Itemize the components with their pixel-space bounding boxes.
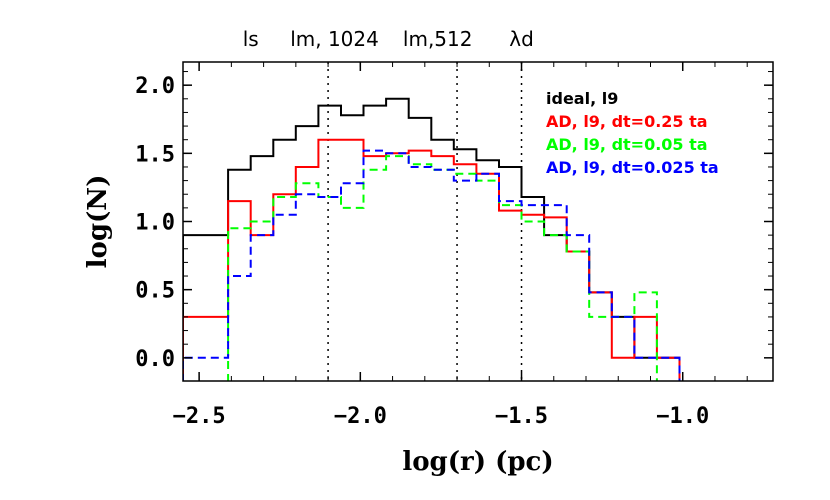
series-line-3 bbox=[183, 149, 681, 382]
legend-entry: AD, l9, dt=0.05 ta bbox=[546, 135, 708, 154]
legend-entry: ideal, l9 bbox=[546, 89, 618, 108]
top-labels: ls lm, 1024 lm,512 λd bbox=[243, 27, 534, 51]
top-label: lm,512 bbox=[403, 27, 473, 51]
y-tick-label: 1.0 bbox=[135, 211, 175, 236]
y-axis-title: log(N) bbox=[83, 175, 113, 269]
series-layer bbox=[183, 97, 681, 382]
y-tick-label: 0.0 bbox=[135, 347, 175, 372]
x-tick-label: −1.0 bbox=[656, 404, 709, 429]
x-tick-label: −2.5 bbox=[173, 404, 226, 429]
x-axis-title: log(r) (pc) bbox=[402, 447, 553, 477]
x-tick-label: −1.5 bbox=[495, 404, 548, 429]
y-tick-label: 0.5 bbox=[135, 279, 175, 304]
top-label: lm, 1024 bbox=[290, 27, 379, 51]
x-tick-label: −2.0 bbox=[334, 404, 387, 429]
legend: ideal, l9 AD, l9, dt=0.25 ta AD, l9, dt=0.… bbox=[546, 89, 719, 177]
plot-frame bbox=[182, 61, 774, 382]
reference-lines bbox=[327, 62, 523, 381]
legend-entry: AD, l9, dt=0.025 ta bbox=[546, 158, 719, 177]
ticks-layer: −2.5 −2.0 −1.5 −1.0 0.0 0.5 1.0 1.5 2.0 bbox=[135, 62, 773, 429]
legend-entry: AD, l9, dt=0.25 ta bbox=[546, 112, 708, 131]
top-label: ls bbox=[243, 27, 259, 51]
y-tick-label: 2.0 bbox=[135, 74, 175, 99]
series-line-2 bbox=[227, 155, 658, 382]
series-line-1 bbox=[183, 138, 681, 382]
y-tick-label: 1.5 bbox=[135, 142, 175, 167]
top-label: λd bbox=[509, 27, 534, 51]
